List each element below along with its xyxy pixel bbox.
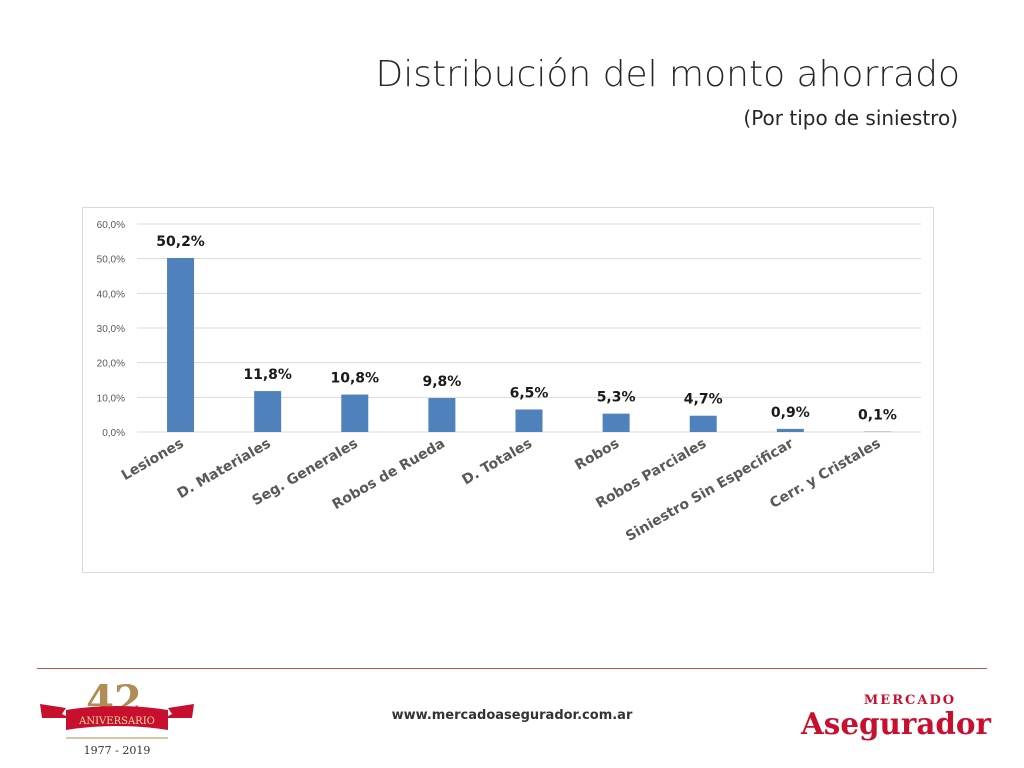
mercado-asegurador-logo: MERCADO Asegurador <box>800 693 992 742</box>
data-label: 4,7% <box>684 392 723 408</box>
bar <box>689 415 717 432</box>
y-tick-label: 30,0% <box>97 324 125 335</box>
footer-divider <box>37 668 987 669</box>
data-label: 10,8% <box>330 371 379 387</box>
x-tick-label: Siniestro Sin Especificar <box>623 436 796 545</box>
y-tick-label: 40,0% <box>97 289 125 300</box>
data-label: 9,8% <box>422 374 461 390</box>
bar <box>515 409 543 432</box>
data-label: 6,5% <box>510 385 549 401</box>
data-label: 11,8% <box>243 367 292 383</box>
y-tick-label: 0,0% <box>102 428 125 439</box>
data-label: 0,9% <box>771 405 810 421</box>
footer-url[interactable]: www.mercadoasegurador.com.ar <box>391 708 633 723</box>
anniversary-logo: 42 ANIVERSARIO 1977 - 2019 <box>40 677 194 757</box>
data-label: 50,2% <box>156 234 205 250</box>
data-label: 5,3% <box>597 390 636 406</box>
y-tick-label: 10,0% <box>97 393 125 404</box>
y-tick-label: 50,0% <box>97 255 125 266</box>
page-subtitle: (Por tipo de siniestro) <box>743 106 958 130</box>
x-tick-label: Lesiones <box>119 436 187 484</box>
y-tick-label: 60,0% <box>97 220 125 231</box>
bar <box>602 413 630 432</box>
y-tick-label: 20,0% <box>97 359 125 370</box>
page-title: Distribución del monto ahorrado <box>375 54 960 95</box>
bar <box>254 391 282 432</box>
logo-bottom-text: Asegurador <box>800 707 992 742</box>
x-tick-label: D. Totales <box>460 436 535 489</box>
bar <box>776 428 804 432</box>
bar <box>167 257 195 432</box>
bar <box>341 394 369 432</box>
chart-area: 0,0% 10,0% 20,0% 30,0% 40,0% 50,0% 60,0% 50,2% L… <box>82 207 934 573</box>
bar-chart: 0,0% 10,0% 20,0% 30,0% 40,0% 50,0% 60,0% 50,2% L… <box>97 220 921 545</box>
anniversary-years: 1977 - 2019 <box>84 744 151 757</box>
logo-top-text: MERCADO <box>864 693 956 708</box>
data-label: 0,1% <box>858 408 897 424</box>
bar <box>428 398 456 432</box>
anniversary-ribbon-text: ANIVERSARIO <box>78 716 155 727</box>
x-tick-label: Robos <box>572 436 622 474</box>
